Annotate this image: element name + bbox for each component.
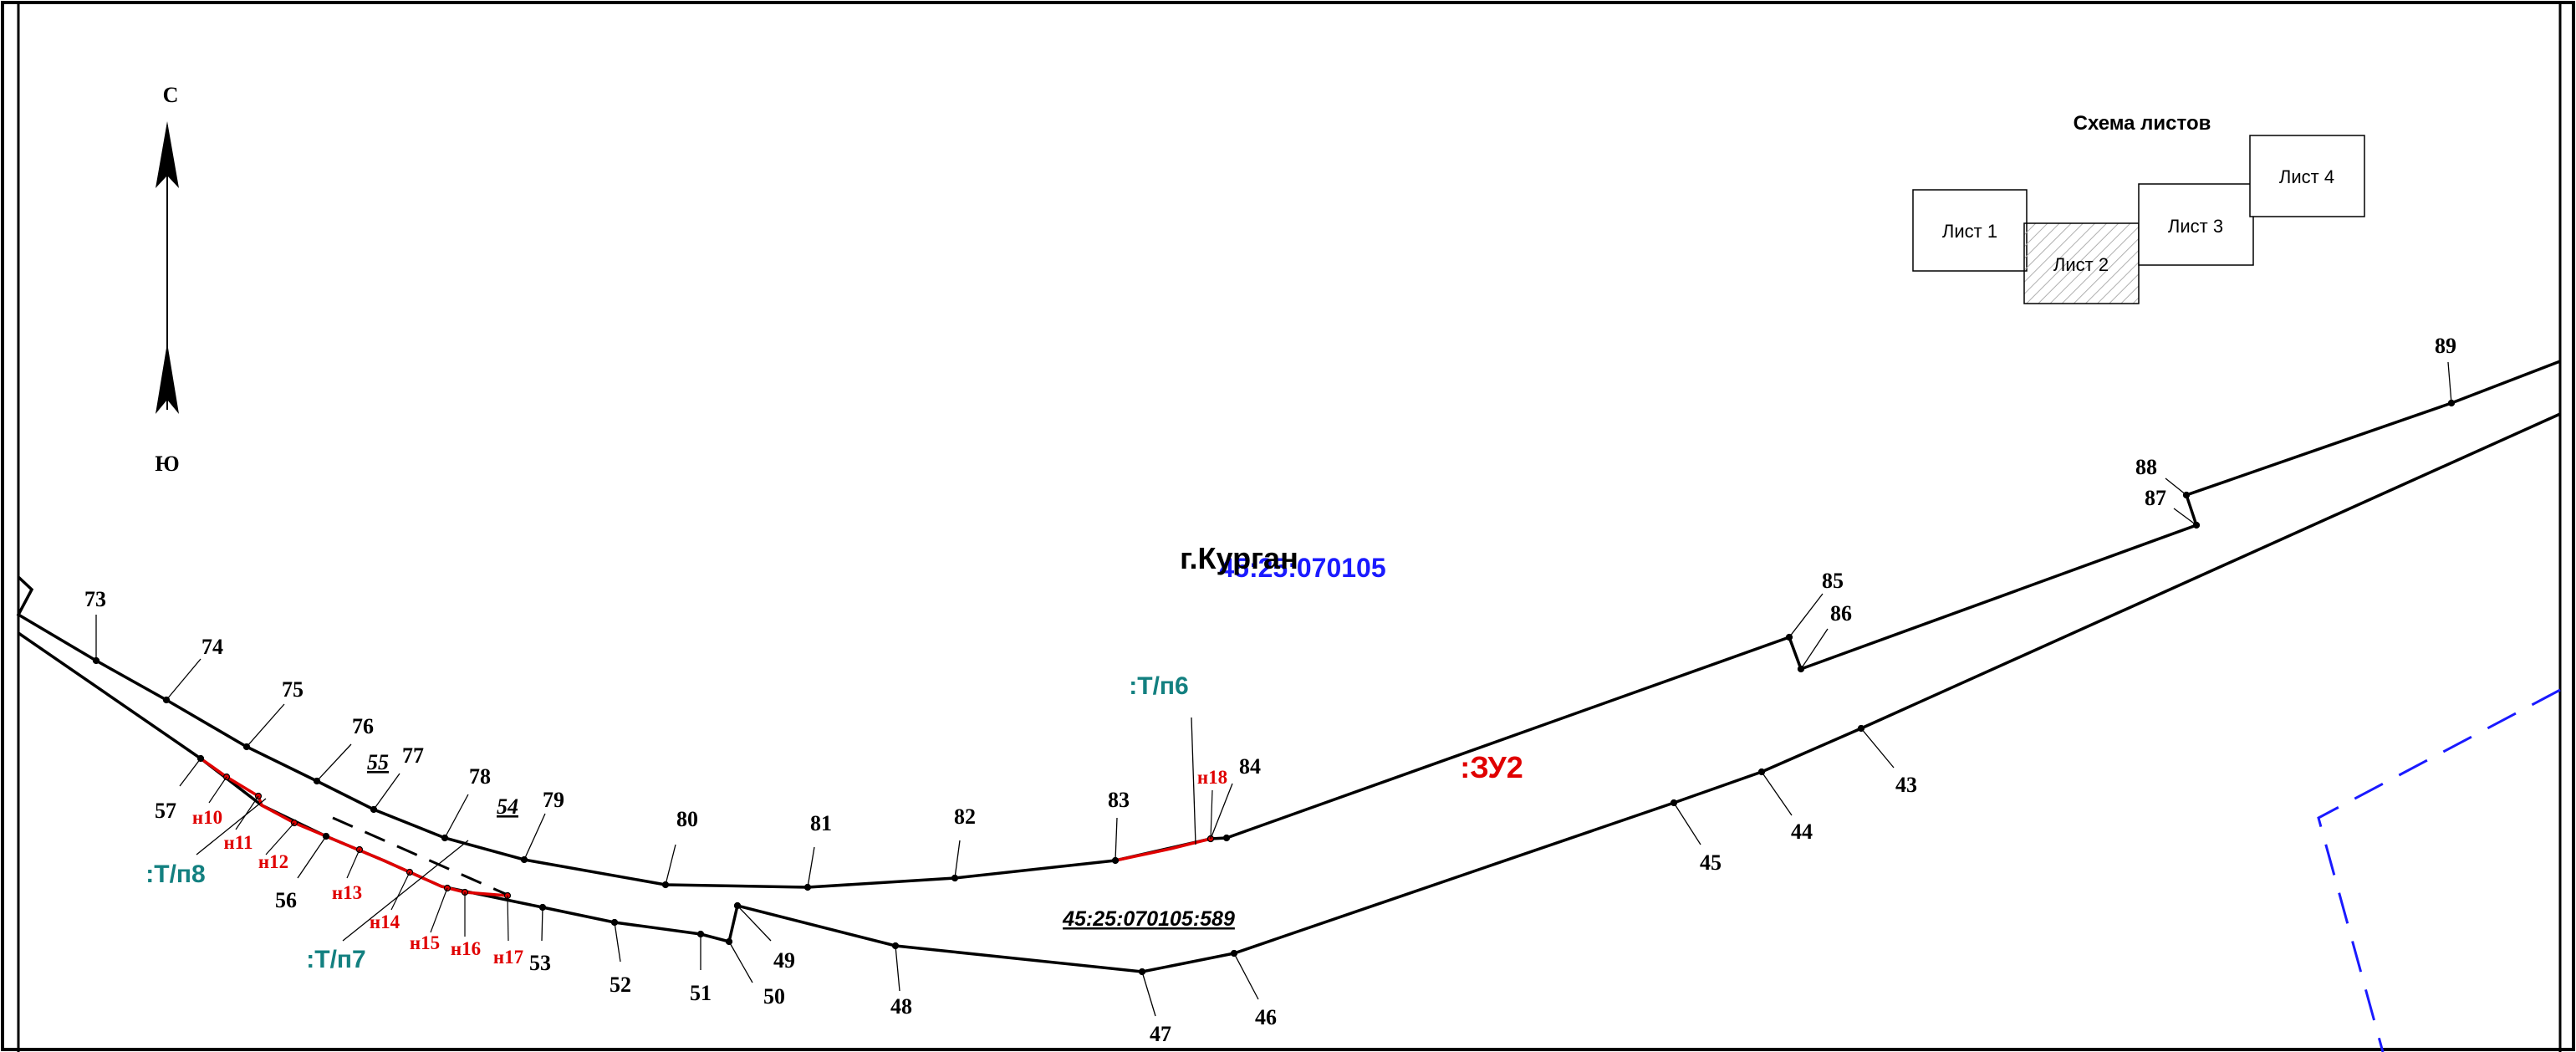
- point-82: 82: [954, 804, 976, 829]
- point-75: 75: [282, 677, 304, 702]
- point-78: 78: [469, 764, 491, 789]
- south-arrow-tail-icon: [156, 343, 179, 414]
- vertex-markers: [92, 361, 2456, 1017]
- easement-8-label: :Т/п8: [145, 860, 205, 888]
- point-52: 52: [610, 973, 631, 997]
- point-47: 47: [1150, 1022, 1171, 1046]
- point-n15: н15: [410, 932, 440, 953]
- point-n16: н16: [451, 938, 481, 959]
- easement-6-leader: [1191, 717, 1196, 845]
- point-57: 57: [155, 799, 176, 823]
- point-n11: н11: [224, 832, 253, 853]
- vertex-labels: 73 74 75 76 77 55 78 54 79 80 81 82 83 8…: [84, 334, 2456, 1046]
- point-46: 46: [1255, 1005, 1277, 1029]
- point-79: 79: [543, 788, 564, 812]
- point-n14: н14: [370, 912, 400, 932]
- parcel-boundary-upper: [16, 360, 2561, 889]
- sheet-3-box[interactable]: [2138, 183, 2254, 266]
- north-arrow: С Ю: [155, 83, 179, 476]
- point-81: 81: [810, 811, 832, 835]
- easement-dashed-line: [332, 816, 508, 896]
- point-n10: н10: [192, 807, 222, 828]
- sheet-2-box[interactable]: [2023, 222, 2140, 304]
- point-54: 54: [497, 794, 518, 819]
- point-n18: н18: [1197, 767, 1227, 788]
- city-label: г.Курган: [1180, 541, 1298, 575]
- easement-8-leader: [196, 798, 267, 855]
- new-boundary-west: [199, 757, 508, 897]
- easement-7-label: :Т/п7: [306, 946, 365, 973]
- point-n12: н12: [258, 851, 288, 872]
- point-45: 45: [1700, 850, 1722, 875]
- north-arrow-head-icon: [156, 121, 179, 188]
- easement-6-label: :Т/п6: [1129, 672, 1188, 700]
- sheet-scheme: Схема листов Лист 1 Лист 2 Лист 3 Лист 4: [1912, 112, 2365, 304]
- new-vertex-markers: [208, 773, 1215, 942]
- point-43: 43: [1895, 773, 1917, 797]
- point-44: 44: [1791, 820, 1813, 844]
- point-80: 80: [676, 807, 698, 831]
- sheet-4-box[interactable]: [2249, 135, 2365, 217]
- point-n17: н17: [493, 947, 523, 968]
- compass-south-label: Ю: [155, 452, 179, 476]
- point-55: 55: [367, 750, 389, 774]
- point-76: 76: [352, 714, 374, 738]
- block-boundary-dashed: [2317, 688, 2561, 1052]
- sheet-1-label: Лист 1: [1942, 221, 1997, 242]
- existing-parcel-label: 45:25:070105:589: [1062, 907, 1235, 931]
- point-53: 53: [529, 951, 551, 975]
- point-88: 88: [2135, 455, 2157, 479]
- compass-north-label: С: [163, 83, 179, 107]
- block-number-label: 45:25:070105: [1219, 553, 1385, 583]
- point-77: 77: [402, 743, 424, 768]
- point-73: 73: [84, 587, 106, 611]
- point-83: 83: [1108, 788, 1130, 812]
- sheet-2-label: Лист 2: [2053, 254, 2109, 275]
- sheet-3-label: Лист 3: [2168, 216, 2223, 237]
- point-87: 87: [2145, 486, 2166, 510]
- point-56: 56: [275, 888, 297, 912]
- point-48: 48: [890, 994, 912, 1019]
- point-89: 89: [2435, 334, 2456, 358]
- sheet-scheme-title: Схема листов: [2074, 112, 2211, 135]
- point-51: 51: [690, 981, 712, 1005]
- new-boundary-east: [1115, 837, 1211, 862]
- point-84: 84: [1239, 754, 1261, 779]
- point-49: 49: [773, 948, 795, 973]
- new-parcel-label: :ЗУ2: [1460, 750, 1523, 784]
- easement-7-leader: [342, 840, 469, 942]
- sheet-1-box[interactable]: [1912, 189, 2028, 272]
- point-74: 74: [201, 635, 223, 659]
- new-vertex-labels: н10 н11 н12 н13 н14 н15 н16 н17 н18: [192, 767, 1227, 968]
- point-50: 50: [763, 984, 785, 1009]
- point-n13: н13: [332, 882, 362, 903]
- point-86: 86: [1830, 601, 1852, 626]
- parcel-boundary-lower: [18, 412, 2561, 973]
- point-85: 85: [1822, 569, 1844, 593]
- sheet-4-label: Лист 4: [2279, 166, 2334, 187]
